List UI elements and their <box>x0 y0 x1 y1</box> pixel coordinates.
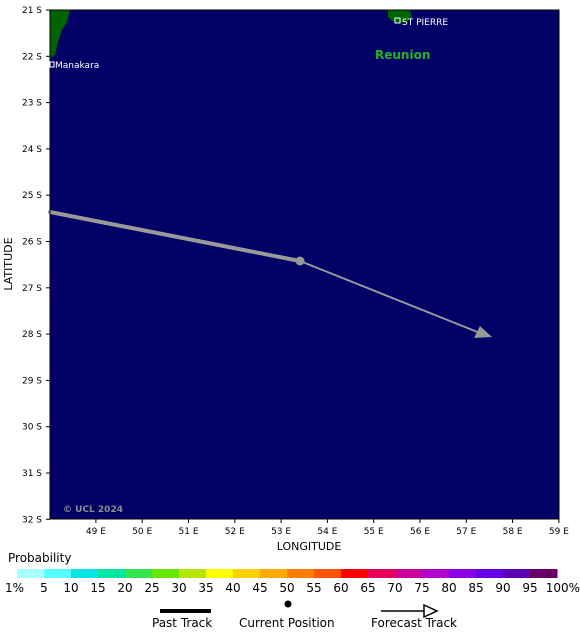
scale-label: 45 <box>252 581 267 595</box>
scale-label: 100% <box>546 581 580 595</box>
scale-label: 95 <box>522 581 537 595</box>
scale-label: 15 <box>90 581 105 595</box>
scale-swatch <box>98 569 126 578</box>
forecast-track-legend-arrow-icon <box>423 603 439 619</box>
probability-title: Probability <box>8 551 72 565</box>
scale-swatch <box>206 569 234 578</box>
scale-label: 55 <box>306 581 321 595</box>
scale-swatch <box>341 569 369 578</box>
past-track-legend-label: Past Track <box>152 616 213 630</box>
current-position-marker <box>295 256 305 266</box>
current-position-legend-label: Current Position <box>239 616 335 630</box>
scale-swatch <box>287 569 315 578</box>
scale-label: 30 <box>171 581 186 595</box>
track-layer <box>48 210 492 338</box>
scale-label: 70 <box>387 581 402 595</box>
scale-label: 40 <box>225 581 240 595</box>
st-pierre-marker <box>394 17 401 24</box>
lon-tick-label: 55 E <box>364 527 384 537</box>
current-position-legend-icon <box>284 600 292 608</box>
scale-swatch <box>260 569 288 578</box>
lat-tick-label: 25 S <box>22 191 42 201</box>
y-axis-title: LATITUDE <box>2 237 15 290</box>
lon-tick-label: 57 E <box>456 527 476 537</box>
lat-tick-label: 32 S <box>22 515 42 525</box>
lon-tick-label: 49 E <box>86 527 106 537</box>
scale-swatch <box>314 569 342 578</box>
scale-swatch <box>368 569 396 578</box>
probability-color-scale <box>17 569 558 578</box>
scale-swatch <box>503 569 531 578</box>
lon-tick-label: 59 E <box>549 527 569 537</box>
place-label-st-pierre: ST PIERRE <box>402 18 448 28</box>
reunion-island <box>388 10 412 23</box>
scale-label: 90 <box>495 581 510 595</box>
manakara-marker <box>49 61 55 68</box>
lat-tick-label: 29 S <box>22 376 42 386</box>
x-axis-title: LONGITUDE <box>277 540 342 553</box>
copyright-credit: © UCL 2024 <box>63 505 123 515</box>
scale-label: 80 <box>441 581 456 595</box>
lon-tick-label: 51 E <box>179 527 199 537</box>
lon-tick-label: 53 E <box>271 527 291 537</box>
scale-swatch <box>152 569 180 578</box>
lon-tick-label: 58 E <box>503 527 523 537</box>
lon-tick-label: 56 E <box>410 527 430 537</box>
scale-swatch <box>476 569 504 578</box>
lat-tick-label: 27 S <box>22 284 42 294</box>
lat-tick-label: 22 S <box>22 52 42 62</box>
scale-label: 35 <box>198 581 213 595</box>
longitude-ticks: 49 E 50 E 51 E 52 E 53 E 54 E 55 E 56 E 57 E 58 E… <box>86 519 569 537</box>
lon-tick-label: 54 E <box>317 527 337 537</box>
forecast-arrowhead-icon <box>474 326 492 338</box>
scale-label: 50 <box>279 581 294 595</box>
scale-swatch <box>71 569 99 578</box>
scale-label: 5 <box>40 581 48 595</box>
scale-label: 65 <box>360 581 375 595</box>
scale-label: 85 <box>468 581 483 595</box>
probability-swath <box>112 128 519 484</box>
scale-label: 25 <box>144 581 159 595</box>
region-label-reunion: Reunion <box>375 48 430 62</box>
scale-label: 20 <box>117 581 132 595</box>
scale-swatch <box>125 569 153 578</box>
lon-tick-label: 50 E <box>132 527 152 537</box>
lat-tick-label: 30 S <box>22 423 42 433</box>
lat-tick-label: 24 S <box>22 145 42 155</box>
scale-swatch <box>530 569 558 578</box>
lat-tick-label: 26 S <box>22 238 42 248</box>
past-track-line <box>48 210 302 263</box>
forecast-track-line <box>299 260 481 334</box>
madagascar-coast <box>50 10 70 58</box>
scale-label: 75 <box>414 581 429 595</box>
scale-swatch <box>17 569 45 578</box>
forecast-track-legend-label: Forecast Track <box>371 616 457 630</box>
lat-tick-label: 23 S <box>22 99 42 109</box>
scale-swatch <box>422 569 450 578</box>
scale-swatch <box>179 569 207 578</box>
scale-label: 10 <box>63 581 78 595</box>
place-label-manakara: Manakara <box>55 61 99 71</box>
lat-tick-label: 28 S <box>22 330 42 340</box>
scale-label: 60 <box>333 581 348 595</box>
latitude-ticks: 21 S 22 S 23 S 24 S 25 S 26 S 27 S 28 S 29 S 30 S… <box>22 6 50 525</box>
scale-swatch <box>233 569 261 578</box>
lon-tick-label: 52 E <box>225 527 245 537</box>
probability-band <box>216 218 415 392</box>
scale-swatch <box>449 569 477 578</box>
lat-tick-label: 21 S <box>22 6 42 16</box>
scale-swatch <box>44 569 72 578</box>
scale-swatch <box>395 569 423 578</box>
probability-scale-labels: 1% 5 10 15 20 25 30 35 40 45 50 55 60 65 70 75 80 85 90 95 1… <box>5 581 580 595</box>
lat-tick-label: 31 S <box>22 469 42 479</box>
scale-label: 1% <box>5 581 24 595</box>
